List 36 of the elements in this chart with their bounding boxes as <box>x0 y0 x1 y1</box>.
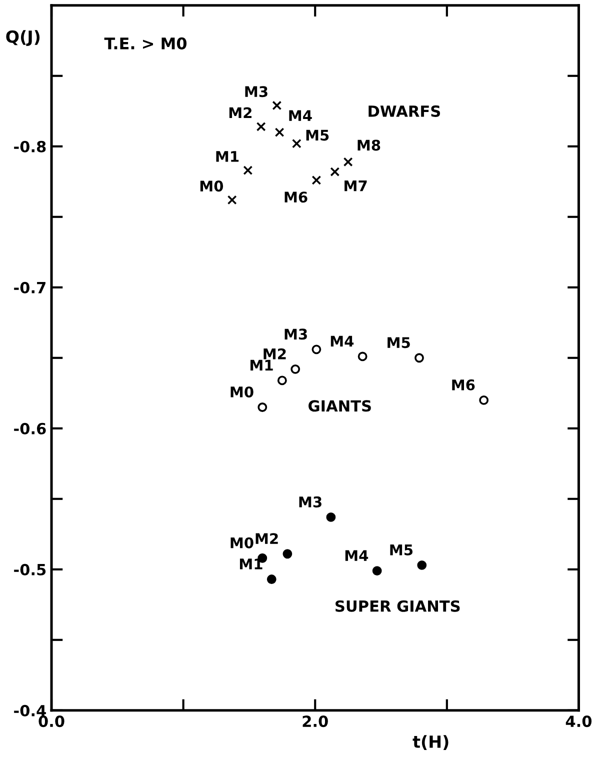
x-tick-label: 2.0 <box>302 716 328 728</box>
y-tick-label: -0.4 <box>14 704 46 716</box>
series-label: GIANTS <box>308 400 371 412</box>
annotation: M1 <box>240 558 262 570</box>
x-axis-title: t(H) <box>412 735 448 750</box>
annotation: M1 <box>216 151 239 162</box>
annotation: T.E. > M0 <box>104 37 187 50</box>
annotation: M3 <box>284 328 307 340</box>
y-tick-label: -0.6 <box>14 422 46 434</box>
annotation: M4 <box>289 110 312 121</box>
annotation: M0 <box>230 386 254 398</box>
annotation: M2 <box>256 533 278 544</box>
annotation: M6 <box>452 379 475 390</box>
annotation: M2 <box>229 107 252 118</box>
annotation: M3 <box>299 496 322 508</box>
annotation: M1 <box>250 360 273 370</box>
x-tick-label: 4.0 <box>566 716 592 728</box>
annotation: M2 <box>264 348 286 360</box>
annotation: M3 <box>245 86 268 98</box>
annotation: M6 <box>284 192 308 203</box>
y-axis-title: Q(J) <box>6 30 40 46</box>
annotation: M8 <box>358 140 380 151</box>
y-tick-label: -0.7 <box>14 282 46 294</box>
annotation: M0 <box>200 180 224 192</box>
annotation: M4 <box>345 550 368 561</box>
text: SUPER GIANTS <box>336 600 460 612</box>
annotation: M0 <box>230 537 254 548</box>
annotation: M7 <box>344 180 367 192</box>
y-tick-label: -0.8 <box>14 140 46 152</box>
annotation: M4 <box>330 336 354 346</box>
text: DWARFS <box>368 105 440 117</box>
annotation: M5 <box>306 130 329 141</box>
y-tick-label: -0.5 <box>14 564 46 576</box>
x-tick-label: 0.0 <box>38 716 64 728</box>
annotation: M5 <box>390 544 413 556</box>
annotation: M5 <box>388 337 410 348</box>
